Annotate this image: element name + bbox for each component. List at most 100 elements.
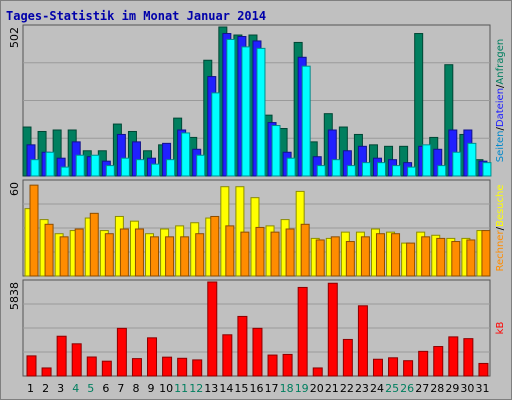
legend-entry-besuche: Besuche bbox=[495, 184, 506, 227]
bar-rechner-day-19 bbox=[300, 223, 310, 277]
bar-kb-day-7 bbox=[116, 327, 127, 377]
bar-kb-day-24 bbox=[372, 358, 383, 377]
bar-seiten-day-6 bbox=[105, 165, 115, 177]
bar-rechner-day-4 bbox=[74, 228, 84, 277]
bar-seiten-day-30 bbox=[467, 142, 477, 177]
x-tick-label-day-26: 26 bbox=[400, 382, 414, 395]
bar-seiten-day-3 bbox=[60, 166, 70, 177]
x-tick-label-day-5: 5 bbox=[87, 382, 94, 395]
x-tick-label-day-4: 4 bbox=[72, 382, 79, 395]
bar-rechner-day-16 bbox=[255, 226, 265, 277]
bar-kb-day-25 bbox=[388, 357, 399, 377]
chart-title: Tages-Statistik im Monat Januar 2014 bbox=[6, 9, 267, 23]
x-tick-label-day-29: 29 bbox=[445, 382, 459, 395]
y-axis-max-label: 60 bbox=[8, 182, 21, 196]
bar-seiten-day-8 bbox=[135, 159, 145, 177]
bar-seiten-day-10 bbox=[166, 159, 176, 177]
x-tick-label-day-20: 20 bbox=[310, 382, 324, 395]
bar-seiten-day-28 bbox=[437, 165, 447, 177]
bar-seiten-day-11 bbox=[181, 132, 191, 177]
x-tick-label-day-8: 8 bbox=[132, 382, 139, 395]
legend-separator: / bbox=[495, 127, 506, 131]
bar-rechner-day-1 bbox=[29, 184, 39, 277]
y-axis-max-label: 502 bbox=[8, 27, 21, 48]
bar-kb-day-1 bbox=[26, 355, 37, 377]
bar-rechner-day-8 bbox=[134, 228, 144, 277]
x-tick-label-day-18: 18 bbox=[280, 382, 294, 395]
bar-rechner-day-17 bbox=[270, 231, 280, 277]
bar-seiten-day-31 bbox=[482, 162, 492, 177]
bar-seiten-day-21 bbox=[331, 159, 341, 177]
y-axis-max-label: 5838 bbox=[8, 282, 21, 310]
bar-rechner-day-31 bbox=[481, 230, 491, 277]
bar-seiten-day-1 bbox=[30, 159, 40, 177]
x-tick-label-day-25: 25 bbox=[385, 382, 399, 395]
x-tick-label-day-23: 23 bbox=[355, 382, 369, 395]
legend-bottom: kB bbox=[495, 322, 506, 335]
bar-seiten-day-19 bbox=[301, 65, 311, 177]
bar-rechner-day-24 bbox=[375, 233, 385, 277]
bar-seiten-day-15 bbox=[241, 46, 251, 177]
bar-seiten-day-23 bbox=[361, 162, 371, 177]
bar-seiten-day-22 bbox=[346, 165, 356, 177]
x-tick-label-day-7: 7 bbox=[117, 382, 124, 395]
bar-rechner-day-5 bbox=[89, 212, 99, 277]
bar-kb-day-18 bbox=[282, 353, 293, 377]
bar-rechner-day-26 bbox=[406, 242, 416, 277]
x-tick-label-day-10: 10 bbox=[159, 382, 173, 395]
bar-kb-day-6 bbox=[101, 360, 112, 377]
x-tick-label-day-24: 24 bbox=[370, 382, 384, 395]
bar-seiten-day-29 bbox=[452, 151, 462, 177]
x-tick-label-day-22: 22 bbox=[340, 382, 354, 395]
x-tick-label-day-21: 21 bbox=[325, 382, 339, 395]
bar-kb-day-8 bbox=[131, 358, 142, 377]
x-tick-label-day-17: 17 bbox=[265, 382, 279, 395]
x-tick-label-day-13: 13 bbox=[204, 382, 218, 395]
bar-kb-day-26 bbox=[403, 360, 414, 377]
bar-kb-day-31 bbox=[478, 362, 489, 377]
x-tick-label-day-27: 27 bbox=[415, 382, 429, 395]
x-tick-label-day-16: 16 bbox=[250, 382, 264, 395]
x-tick-label-day-1: 1 bbox=[27, 382, 34, 395]
bar-seiten-day-26 bbox=[407, 166, 417, 177]
bar-seiten-day-9 bbox=[151, 163, 161, 177]
bar-rechner-day-12 bbox=[195, 233, 205, 277]
x-tick-label-day-9: 9 bbox=[148, 382, 155, 395]
x-tick-label-day-11: 11 bbox=[174, 382, 188, 395]
bar-seiten-day-13 bbox=[211, 92, 221, 177]
x-tick-label-day-28: 28 bbox=[430, 382, 444, 395]
bar-rechner-day-10 bbox=[165, 236, 175, 277]
bar-rechner-day-27 bbox=[421, 236, 431, 277]
bar-rechner-day-6 bbox=[104, 233, 114, 277]
legend-separator: / bbox=[495, 84, 506, 88]
bar-seiten-day-27 bbox=[422, 144, 432, 177]
legend-entry-anfragen: Anfragen bbox=[495, 39, 506, 85]
bar-rechner-day-15 bbox=[240, 231, 250, 277]
bar-kb-day-21 bbox=[327, 282, 338, 377]
bar-kb-day-10 bbox=[162, 356, 173, 377]
bar-seiten-day-25 bbox=[392, 165, 402, 177]
bar-seiten-day-5 bbox=[90, 154, 100, 177]
x-tick-label-day-31: 31 bbox=[475, 382, 489, 395]
bar-kb-day-20 bbox=[312, 367, 323, 377]
bar-seiten-day-4 bbox=[75, 154, 85, 177]
bar-rechner-day-9 bbox=[150, 236, 160, 277]
bar-kb-day-17 bbox=[267, 354, 278, 377]
legend-entry-rechner: Rechner bbox=[495, 230, 506, 272]
x-tick-label-day-2: 2 bbox=[42, 382, 49, 395]
bar-rechner-day-25 bbox=[391, 233, 401, 277]
bar-kb-day-15 bbox=[237, 315, 248, 377]
bar-seiten-day-14 bbox=[226, 38, 236, 177]
bar-rechner-day-2 bbox=[44, 223, 54, 277]
bar-rechner-day-11 bbox=[180, 236, 190, 277]
bar-rechner-day-30 bbox=[466, 239, 476, 277]
bar-kb-day-19 bbox=[297, 286, 308, 377]
bar-kb-day-2 bbox=[41, 367, 52, 377]
bar-rechner-day-23 bbox=[360, 236, 370, 277]
x-tick-label-day-3: 3 bbox=[57, 382, 64, 395]
bar-kb-day-23 bbox=[357, 305, 368, 377]
bar-kb-day-13 bbox=[207, 281, 218, 377]
legend-middle: Rechner/Besuche bbox=[495, 184, 506, 271]
bar-seiten-day-24 bbox=[376, 162, 386, 177]
